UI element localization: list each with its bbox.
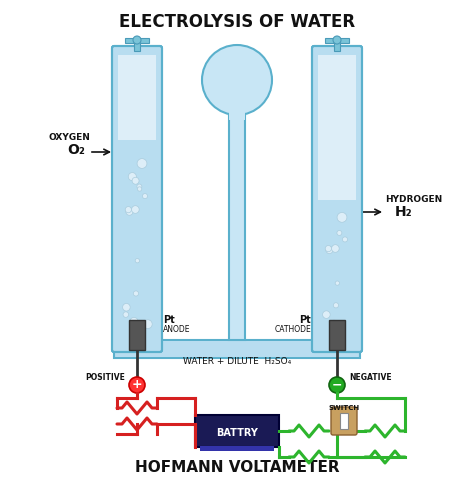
Circle shape (137, 158, 147, 168)
Bar (334, 39, 340, 51)
Bar (200, 446, 274, 451)
Bar (325, 38, 349, 43)
Circle shape (137, 184, 142, 189)
Circle shape (333, 36, 341, 44)
Bar (229, 55, 245, 115)
Circle shape (323, 311, 330, 318)
Circle shape (128, 172, 137, 180)
Bar (116, 341, 358, 357)
Bar (125, 38, 149, 43)
Circle shape (132, 178, 139, 184)
Text: HYDROGEN: HYDROGEN (385, 196, 442, 204)
Bar (118, 55, 156, 140)
FancyBboxPatch shape (331, 407, 357, 435)
Text: H₂: H₂ (395, 205, 413, 219)
Circle shape (342, 237, 347, 242)
Circle shape (202, 45, 272, 115)
Text: OXYGEN: OXYGEN (48, 134, 90, 142)
Circle shape (142, 194, 147, 198)
Circle shape (135, 258, 139, 263)
Text: +: + (132, 378, 142, 392)
Circle shape (337, 212, 347, 222)
Circle shape (333, 302, 338, 308)
Circle shape (335, 281, 339, 285)
Text: CATHODE: CATHODE (274, 326, 311, 334)
Bar (114, 340, 360, 358)
Text: ANODE: ANODE (163, 326, 191, 334)
FancyBboxPatch shape (112, 46, 162, 352)
Circle shape (130, 318, 138, 326)
Circle shape (131, 206, 139, 214)
Circle shape (126, 208, 133, 216)
Text: Pt: Pt (299, 315, 311, 325)
Circle shape (329, 377, 345, 393)
Bar (329, 320, 345, 350)
Circle shape (137, 187, 142, 191)
Circle shape (331, 244, 339, 252)
Text: ELECTROLYSIS OF WATER: ELECTROLYSIS OF WATER (119, 13, 355, 31)
Circle shape (125, 206, 131, 213)
Text: POSITIVE: POSITIVE (85, 374, 125, 382)
Bar (229, 90, 245, 120)
Circle shape (337, 230, 342, 235)
Text: −: − (332, 378, 342, 392)
Bar (318, 200, 356, 350)
Bar (318, 55, 356, 200)
Bar (118, 140, 156, 350)
Text: WATER + DILUTE  H₂SO₄: WATER + DILUTE H₂SO₄ (183, 358, 291, 366)
Text: Pt: Pt (163, 315, 175, 325)
Text: NEGATIVE: NEGATIVE (349, 374, 392, 382)
Bar (229, 115, 245, 340)
Circle shape (129, 377, 145, 393)
Circle shape (326, 246, 333, 254)
Text: HOFMANN VOLTAMETER: HOFMANN VOLTAMETER (135, 460, 339, 475)
Circle shape (133, 36, 141, 44)
Bar (129, 320, 145, 350)
Bar (340, 413, 348, 429)
Circle shape (133, 291, 138, 296)
Text: BATTRY: BATTRY (216, 428, 258, 438)
Circle shape (123, 304, 130, 311)
Bar (195, 415, 279, 447)
Circle shape (325, 246, 331, 252)
Text: SWITCH: SWITCH (328, 405, 360, 411)
Text: O₂: O₂ (67, 143, 85, 157)
FancyBboxPatch shape (312, 46, 362, 352)
Circle shape (123, 312, 128, 318)
Circle shape (143, 320, 152, 328)
Circle shape (330, 320, 338, 328)
Bar (134, 39, 140, 51)
